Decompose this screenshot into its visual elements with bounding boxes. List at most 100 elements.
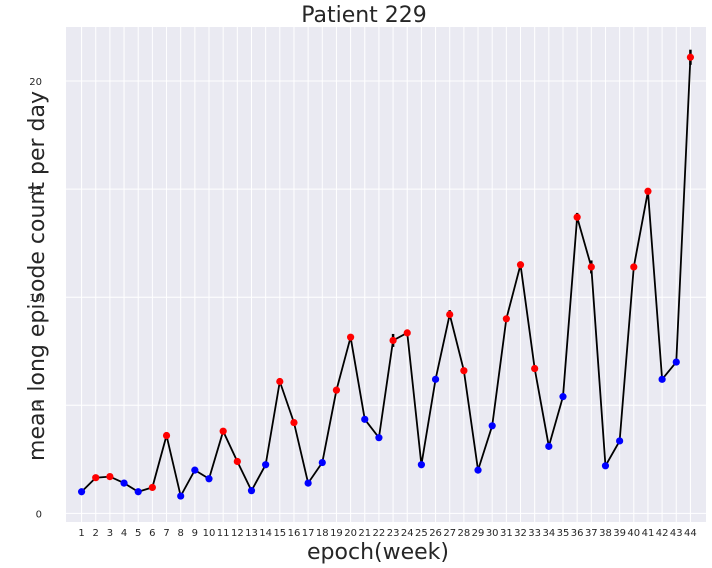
data-point [120, 479, 128, 487]
series-line [80, 57, 692, 499]
x-tick-label: 2 [93, 528, 99, 539]
x-tick-label: 17 [302, 528, 315, 539]
data-point [460, 367, 468, 375]
x-tick-label: 1 [78, 528, 84, 539]
data-point [205, 475, 213, 483]
x-tick-label: 7 [163, 528, 169, 539]
x-tick-label: 35 [557, 528, 570, 539]
x-tick-label: 11 [217, 528, 230, 539]
data-point [318, 458, 326, 467]
x-tick-label: 18 [316, 528, 329, 539]
x-axis-label: epoch(week) [307, 540, 449, 565]
data-point [106, 473, 114, 481]
data-point [516, 261, 525, 269]
data-point [616, 437, 624, 445]
data-point [262, 461, 270, 469]
x-tick-label: 8 [178, 528, 184, 539]
data-point [587, 263, 595, 271]
x-tick-label: 41 [642, 528, 655, 539]
data-point [531, 364, 539, 373]
data-point [375, 434, 383, 442]
y-tick-label: 20 [29, 77, 42, 88]
data-point [162, 431, 171, 440]
x-tick-labels: 1 2 3 4 5 6 7 8 9 10 11 12 13 14 15 16 17 18 19 20 21 22 23 24 2… [78, 528, 696, 539]
x-tick-label: 24 [401, 528, 414, 539]
data-point [630, 263, 638, 271]
x-tick-label: 6 [149, 528, 155, 539]
data-point [502, 315, 510, 323]
data-point [545, 442, 553, 450]
data-point [233, 457, 241, 466]
y-gridlines [66, 80, 706, 514]
data-point [332, 386, 341, 394]
x-tick-label: 40 [627, 528, 640, 539]
data-point [559, 393, 567, 401]
data-point [417, 461, 425, 469]
data-point [573, 213, 581, 221]
chart-title: Patient 229 [301, 3, 427, 28]
plot-area [66, 27, 706, 522]
x-tick-label: 43 [670, 528, 683, 539]
x-tick-label: 32 [514, 528, 527, 539]
x-tick-label: 22 [373, 528, 386, 539]
data-point [403, 329, 411, 337]
y-tick-label: 15 [29, 185, 42, 196]
data-point [488, 422, 496, 430]
x-tick-label: 27 [443, 528, 456, 539]
data-point [134, 488, 142, 496]
data-point [672, 358, 680, 366]
y-tick-label: 10 [29, 293, 42, 304]
data-point [686, 53, 695, 61]
x-tick-label: 28 [458, 528, 471, 539]
data-point [219, 427, 227, 435]
x-tick-label: 15 [273, 528, 286, 539]
x-tick-label: 20 [344, 528, 357, 539]
data-point [601, 462, 610, 470]
data-point [431, 375, 440, 383]
y-axis-label: mean long episode count per day [25, 91, 50, 461]
data-point [474, 466, 482, 474]
x-tick-label: 36 [571, 528, 584, 539]
x-tick-label: 4 [121, 528, 127, 539]
x-tick-label: 39 [613, 528, 626, 539]
x-tick-label: 19 [330, 528, 343, 539]
data-point [290, 418, 298, 427]
x-tick-label: 25 [415, 528, 428, 539]
x-tick-label: 33 [528, 528, 541, 539]
x-tick-label: 37 [585, 528, 598, 539]
data-point [77, 488, 86, 496]
x-tick-label: 31 [500, 528, 513, 539]
data-point [347, 333, 355, 341]
x-tick-label: 12 [231, 528, 244, 539]
x-tick-label: 30 [486, 528, 499, 539]
x-tick-label: 21 [358, 528, 371, 539]
x-tick-label: 44 [684, 528, 697, 539]
x-tick-label: 23 [387, 528, 400, 539]
x-tick-label: 5 [135, 528, 141, 539]
data-point [276, 377, 284, 386]
y-tick-label: 5 [36, 401, 42, 412]
x-tick-label: 38 [599, 528, 612, 539]
data-point [658, 375, 666, 383]
data-point [148, 483, 156, 492]
data-points [77, 53, 695, 500]
data-point [361, 415, 369, 423]
data-point [177, 492, 185, 500]
x-tick-label: 16 [288, 528, 301, 539]
x-tick-label: 29 [472, 528, 485, 539]
x-tick-label: 13 [245, 528, 258, 539]
x-tick-label: 9 [192, 528, 198, 539]
y-tick-labels: 0 5 10 15 20 [29, 77, 42, 520]
data-point [389, 336, 397, 345]
data-point [92, 474, 100, 482]
data-point [247, 487, 256, 495]
x-tick-label: 26 [429, 528, 442, 539]
data-point [304, 479, 312, 487]
data-point [446, 310, 454, 319]
x-tick-label: 14 [259, 528, 272, 539]
x-tick-label: 3 [107, 528, 113, 539]
x-tick-label: 42 [656, 528, 669, 539]
y-tick-label: 0 [36, 509, 42, 520]
data-point [644, 187, 652, 195]
